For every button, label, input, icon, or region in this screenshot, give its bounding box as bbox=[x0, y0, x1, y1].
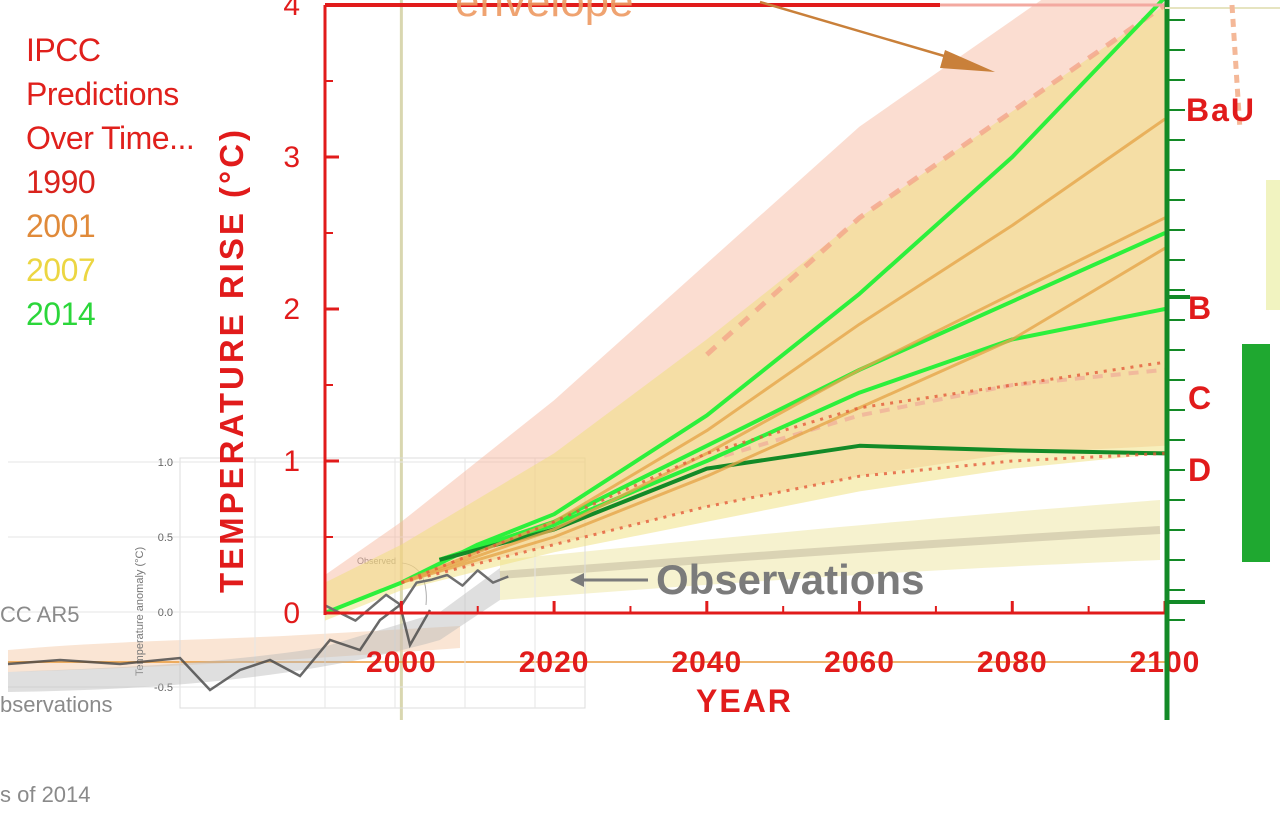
series-2001-line bbox=[400, 246, 1166, 585]
inset-model-band bbox=[8, 568, 500, 692]
legend-title-line-1: IPCC bbox=[26, 32, 101, 68]
right-green-bar bbox=[1242, 344, 1270, 562]
inset-ytick-label: 0.0 bbox=[158, 607, 173, 619]
right-edge-strip bbox=[1164, 0, 1280, 720]
x-tick-label: 2040 bbox=[671, 646, 742, 679]
faded-band-left bbox=[8, 626, 460, 672]
ar5-note: CC AR5 bservations s of 2014 bbox=[0, 540, 113, 840]
x-tick-label: 2060 bbox=[824, 646, 895, 679]
inset-ytick-label: 0.5 bbox=[158, 532, 173, 544]
legend: IPCC Predictions Over Time... 1990 2001 … bbox=[26, 28, 195, 336]
scenario-label-bau: BaU bbox=[1186, 92, 1257, 128]
legend-year-1990: 1990 bbox=[26, 164, 96, 200]
right-dashed-fragment bbox=[1229, 4, 1243, 131]
observed-series-line bbox=[324, 569, 509, 622]
right-faded-block bbox=[1266, 180, 1280, 310]
band-2007 bbox=[325, 5, 1165, 621]
scenario-label-c: C bbox=[1188, 380, 1212, 416]
x-axis-title: YEAR bbox=[696, 683, 793, 719]
ar5-note-line-3: s of 2014 bbox=[0, 782, 91, 807]
chart-canvas: 1.0 0.5 0.0 -0.5 Temperature anomaly (°C) Obs… bbox=[7, 0, 1280, 720]
legend-title-line-2: Predictions bbox=[26, 76, 179, 112]
observations-line bbox=[7, 569, 648, 692]
envelope-label: envelope bbox=[455, 0, 634, 26]
inset-frame bbox=[179, 457, 586, 709]
y-tick-label: 0 bbox=[283, 597, 300, 630]
x-tick-label: 2020 bbox=[519, 646, 590, 679]
scenario-label-d: D bbox=[1188, 452, 1212, 488]
series-2001-line bbox=[400, 216, 1166, 585]
y-tick-label: 3 bbox=[283, 141, 300, 174]
legend-title-line-3: Over Time... bbox=[26, 120, 195, 156]
uncertainty-bands bbox=[325, 0, 1167, 621]
y-tick-label: 4 bbox=[283, 0, 300, 22]
observed-history-line bbox=[7, 602, 432, 692]
band-1990-dashed-lower bbox=[706, 367, 1166, 463]
axes: envelope01234200020202040206020802100 bbox=[283, 0, 1199, 679]
ar5-note-line-2: bservations bbox=[0, 692, 113, 717]
observations-arrowhead bbox=[570, 573, 584, 587]
y-tick-label: 1 bbox=[283, 445, 300, 478]
series-1990-line bbox=[400, 360, 1166, 584]
inset-ytick-label: -0.5 bbox=[154, 682, 173, 694]
series-1990-line bbox=[401, 451, 1166, 585]
legend-year-2007: 2007 bbox=[26, 252, 96, 288]
band-1990-dashed-upper bbox=[705, 2, 1167, 357]
y-axis-title: TEMPERATURE RISE (°C) bbox=[213, 126, 250, 594]
legend-year-2014: 2014 bbox=[26, 296, 96, 332]
observations-label: Observations bbox=[656, 556, 925, 603]
y-tick-label: 2 bbox=[283, 293, 300, 326]
envelope-arrowhead bbox=[940, 50, 995, 72]
ar5-note-line-1: CC AR5 bbox=[0, 602, 80, 627]
x-tick-label: 2080 bbox=[977, 646, 1048, 679]
inset-ytick-label: 1.0 bbox=[158, 457, 173, 469]
envelope-arrow-line bbox=[759, 0, 969, 65]
scenario-label-b: B bbox=[1188, 290, 1212, 326]
legend-year-2001: 2001 bbox=[26, 208, 96, 244]
x-tick-label: 2000 bbox=[366, 646, 437, 679]
inset-y-axis-label: Temperature anomaly (°C) bbox=[134, 547, 146, 676]
projection-lines bbox=[324, 0, 1166, 615]
